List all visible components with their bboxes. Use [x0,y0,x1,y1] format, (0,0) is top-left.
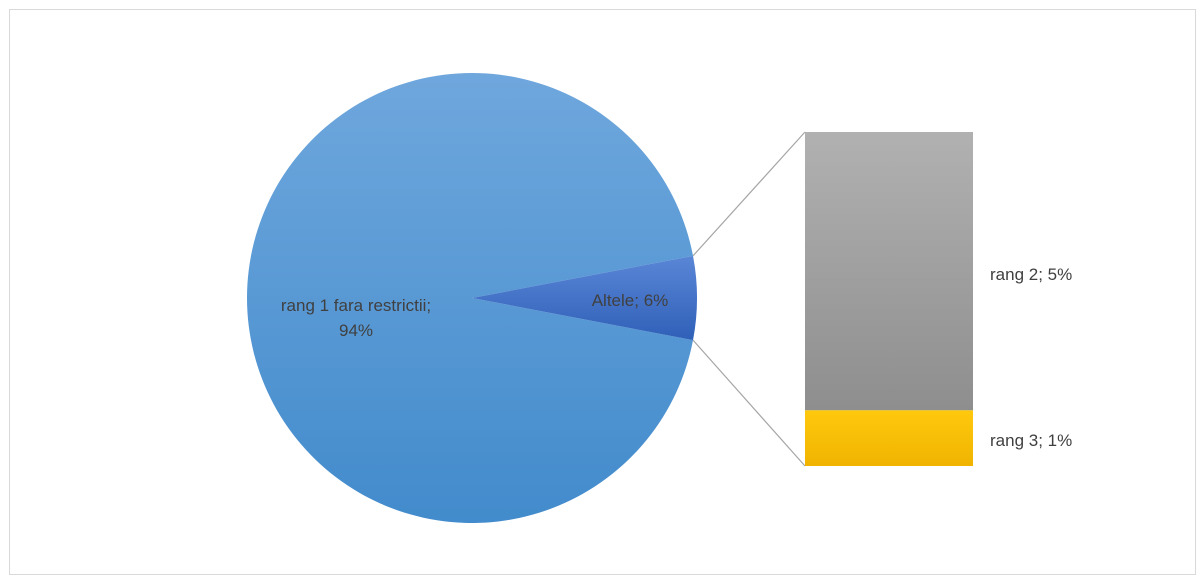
connector-line-top [692,131,806,257]
label-rang-1-line-1: rang 1 fara restrictii; [281,296,431,315]
label-altele: Altele; 6% [592,291,669,310]
bar-segment-rang-3 [805,410,973,466]
connector-lines [692,131,806,467]
pie-slice-rang-1 [247,73,694,524]
label-rang-1-line-2: 94% [339,321,373,340]
label-rang-2: rang 2; 5% [990,265,1072,284]
connector-line-bottom [692,339,806,467]
bar-segment-rang-2 [805,132,973,411]
pie-slice-altele [472,255,698,341]
label-rang-3: rang 3; 1% [990,431,1072,450]
